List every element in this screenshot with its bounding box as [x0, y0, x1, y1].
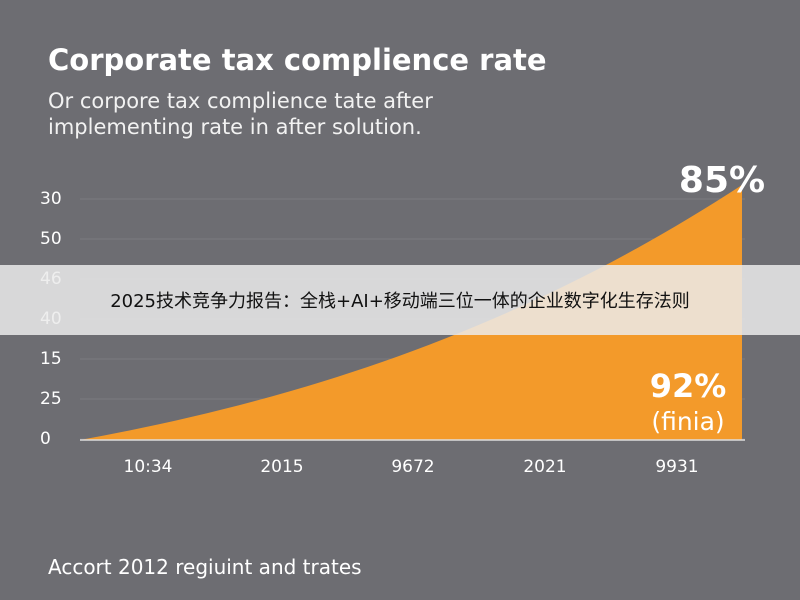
title: Corporate tax complience rate: [48, 43, 547, 77]
annotation: 85%: [679, 160, 765, 201]
subtitle-line: Or corpore tax complience tate after: [48, 89, 433, 113]
annotation-note: (finia): [651, 407, 724, 436]
y-label: 50: [40, 229, 62, 249]
area-shape: [80, 185, 742, 440]
y-label: 30: [40, 189, 62, 209]
annotation: 92%: [650, 367, 727, 405]
y-label: 0: [40, 429, 51, 449]
x-label: 2021: [523, 457, 566, 477]
x-labels: 10:34 2015 9672 2021 9931: [124, 457, 699, 477]
x-label: 10:34: [124, 457, 173, 477]
y-label: 25: [40, 389, 62, 409]
y-label: 15: [40, 349, 62, 369]
x-label: 9931: [655, 457, 698, 477]
x-label: 9672: [391, 457, 434, 477]
footer: Accort 2012 regiuint and trates: [48, 555, 362, 579]
x-label: 2015: [260, 457, 303, 477]
subtitle-line: implementing rate in after solution.: [48, 115, 422, 139]
banner: 2025技术竞争力报告：全栈+AI+移动端三位一体的企业数字化生存法则: [0, 265, 800, 335]
